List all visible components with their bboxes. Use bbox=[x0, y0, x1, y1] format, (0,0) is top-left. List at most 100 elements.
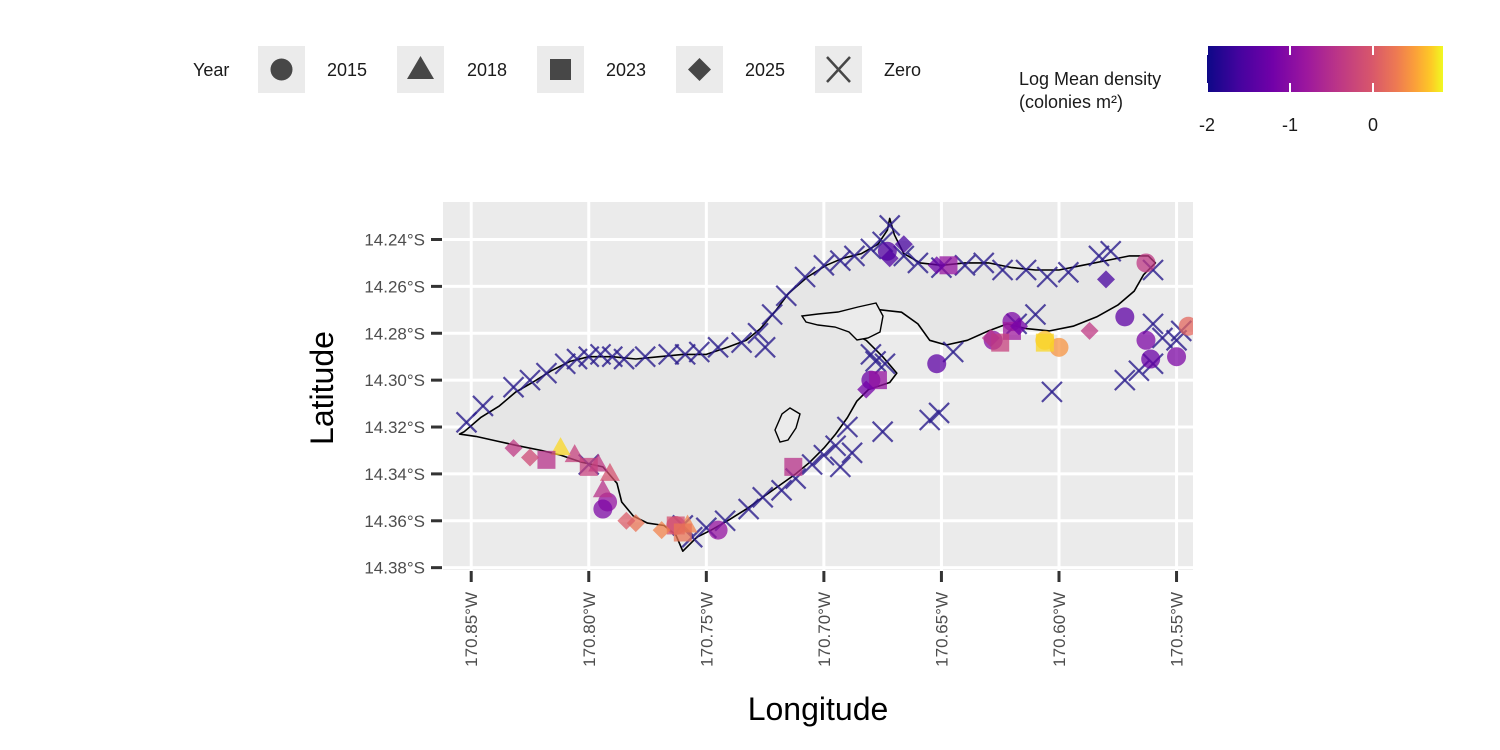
point-2023-3 bbox=[868, 371, 887, 390]
y-tick-label-7: 14.38°S bbox=[364, 559, 425, 578]
point-2023-9 bbox=[673, 523, 692, 542]
point-2015-14 bbox=[1178, 316, 1193, 336]
point-2025-7 bbox=[927, 256, 946, 275]
zero-point-55 bbox=[871, 420, 894, 443]
zero-point-35 bbox=[1057, 261, 1080, 284]
y-axis-title: Latitude bbox=[304, 331, 340, 445]
y-tick-label-6: 14.36°S bbox=[364, 512, 425, 531]
legend-key-2023: 2023 bbox=[537, 46, 646, 93]
zero-point-32 bbox=[991, 259, 1014, 281]
zero-point-19 bbox=[775, 284, 798, 307]
point-2015-6 bbox=[1049, 337, 1069, 357]
point-2015-11 bbox=[1136, 330, 1156, 350]
zero-point-69 bbox=[754, 336, 776, 359]
point-2025-3 bbox=[617, 511, 636, 530]
point-2015-9 bbox=[1115, 307, 1135, 327]
point-2025-6 bbox=[894, 235, 913, 254]
x-axis-title: Longitude bbox=[748, 691, 889, 727]
zero-point-39 bbox=[1024, 303, 1047, 326]
zero-point-36 bbox=[1088, 245, 1110, 267]
point-2025-5 bbox=[880, 249, 899, 268]
point-2018-1 bbox=[592, 479, 613, 498]
color-legend-title-line1: Log Mean density bbox=[1019, 69, 1161, 89]
legend-key-2025: 2025 bbox=[676, 46, 785, 93]
colorbar-tick-label-neg2: -2 bbox=[1199, 115, 1215, 135]
point-2015-3 bbox=[593, 499, 613, 519]
legend-label-2025: 2025 bbox=[745, 60, 785, 80]
point-2023-1 bbox=[579, 457, 598, 476]
cross-icon bbox=[826, 56, 851, 83]
shape-legend: Year 2015 2018 2023 2025 Zero bbox=[193, 46, 921, 93]
zero-point-57 bbox=[824, 434, 847, 457]
y-tick-label-5: 14.34°S bbox=[364, 465, 425, 484]
zero-point-71 bbox=[841, 442, 863, 464]
legend-label-2015: 2015 bbox=[327, 60, 367, 80]
y-tick-label-3: 14.30°S bbox=[364, 371, 425, 390]
zero-point-37 bbox=[1099, 240, 1122, 263]
zero-point-16 bbox=[730, 331, 753, 354]
zero-point-59 bbox=[801, 453, 823, 476]
zero-point-3 bbox=[519, 369, 541, 391]
point-2015-5 bbox=[927, 354, 947, 374]
inner-harbor bbox=[774, 302, 884, 443]
zero-point-63 bbox=[737, 498, 760, 520]
zero-point-26 bbox=[878, 214, 901, 237]
zero-point-23 bbox=[843, 245, 866, 267]
zero-point-49 bbox=[1142, 313, 1164, 335]
y-tick-label-4: 14.32°S bbox=[364, 418, 425, 437]
x-tick-label-4: 170.65°W bbox=[932, 592, 951, 667]
zero-point-41 bbox=[942, 341, 964, 363]
point-2025-4 bbox=[652, 521, 671, 540]
legend-key-2018: 2018 bbox=[397, 46, 507, 93]
zero-point-28 bbox=[907, 252, 929, 274]
zero-point-11 bbox=[634, 345, 656, 368]
zero-point-56 bbox=[836, 416, 859, 438]
zero-point-51 bbox=[874, 352, 896, 375]
zero-point-21 bbox=[813, 254, 835, 277]
zero-point-20 bbox=[794, 266, 816, 288]
x-tick-label-3: 170.70°W bbox=[815, 592, 834, 667]
zero-point-22 bbox=[829, 249, 852, 272]
zero-point-61 bbox=[770, 479, 793, 502]
point-2023-2 bbox=[784, 457, 803, 476]
point-2018-5 bbox=[550, 437, 571, 456]
x-tick-label-2: 170.75°W bbox=[697, 592, 716, 667]
survey-markers bbox=[455, 214, 1193, 548]
point-2025-11 bbox=[981, 328, 1000, 347]
zero-point-13 bbox=[674, 343, 696, 366]
diamond-icon bbox=[688, 58, 711, 81]
zero-point-34 bbox=[1036, 266, 1059, 288]
zero-point-52 bbox=[864, 350, 887, 373]
zero-point-33 bbox=[1015, 259, 1037, 281]
zero-point-42 bbox=[1041, 381, 1063, 403]
legend-label-2023: 2023 bbox=[606, 60, 646, 80]
zero-point-43 bbox=[1114, 369, 1136, 391]
point-2023-4 bbox=[939, 256, 958, 275]
zero-point-30 bbox=[954, 254, 976, 277]
zero-point-27 bbox=[893, 245, 915, 267]
zero-point-15 bbox=[707, 336, 729, 359]
point-2015-13 bbox=[1167, 347, 1187, 367]
y-tick-label-2: 14.28°S bbox=[364, 324, 425, 343]
legend-key-zero: Zero bbox=[815, 46, 921, 93]
shape-legend-title: Year bbox=[193, 60, 229, 80]
point-2023-0 bbox=[537, 450, 556, 469]
circle-icon bbox=[270, 58, 293, 81]
zero-point-17 bbox=[747, 322, 769, 345]
zero-point-4 bbox=[535, 362, 558, 384]
colorbar-tick-label-0: 0 bbox=[1368, 115, 1378, 135]
point-2018-0 bbox=[599, 462, 620, 481]
zero-point-53 bbox=[928, 402, 950, 424]
point-2023-7 bbox=[1035, 333, 1054, 352]
point-2015-12 bbox=[1141, 349, 1161, 369]
zero-point-31 bbox=[972, 252, 995, 274]
zero-point-46 bbox=[1151, 327, 1174, 349]
legend-label-zero: Zero bbox=[884, 60, 921, 80]
x-tick-label-0: 170.85°W bbox=[462, 592, 481, 667]
point-2025-10 bbox=[1097, 270, 1116, 289]
zero-point-70 bbox=[829, 456, 852, 478]
legend-label-2018: 2018 bbox=[467, 60, 507, 80]
x-tick-label-6: 170.55°W bbox=[1168, 592, 1187, 667]
zero-point-10 bbox=[613, 348, 635, 370]
